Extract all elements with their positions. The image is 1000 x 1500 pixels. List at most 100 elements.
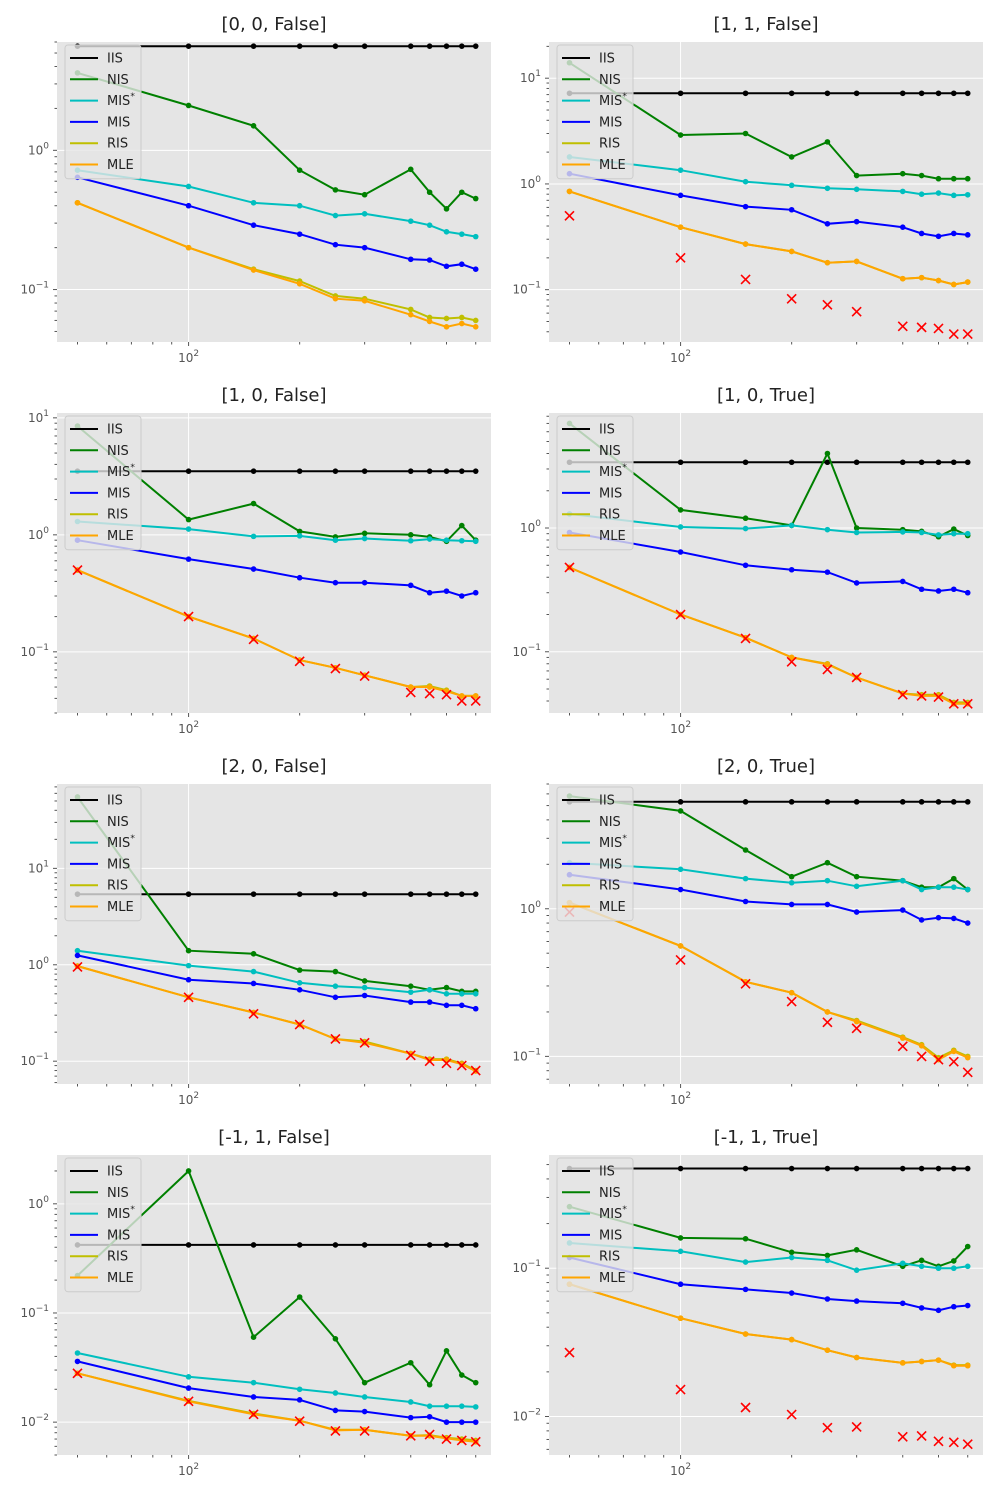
data-point <box>472 468 479 474</box>
reference-x-marker <box>456 1060 467 1071</box>
data-point <box>964 1243 971 1250</box>
data-point <box>185 102 192 109</box>
reference-x-marker <box>564 210 575 221</box>
data-point <box>472 324 479 330</box>
data-point <box>250 500 257 507</box>
data-point <box>742 515 749 522</box>
data-point <box>332 994 339 1001</box>
legend-label: NIS <box>599 73 621 88</box>
data-point <box>853 1354 860 1361</box>
data-point <box>361 530 368 537</box>
data-point <box>935 884 942 890</box>
tick-label: 100 <box>28 1195 49 1211</box>
data-point <box>407 43 414 49</box>
data-point <box>296 231 303 237</box>
data-point <box>361 992 368 999</box>
data-point <box>458 991 465 997</box>
data-point <box>742 203 749 210</box>
legend-label: MLE <box>599 529 626 544</box>
data-point <box>332 579 339 586</box>
data-point <box>296 891 303 897</box>
data-point <box>742 459 749 466</box>
reference-x-marker <box>441 689 452 700</box>
data-point <box>918 1358 925 1365</box>
data-point <box>918 1042 925 1049</box>
data-point <box>964 1165 971 1172</box>
data-point <box>426 987 433 993</box>
data-point <box>788 901 795 908</box>
reference-x-marker <box>675 252 686 263</box>
data-point <box>361 891 368 897</box>
data-point <box>472 1005 479 1012</box>
reference-x-marker <box>330 1033 341 1045</box>
data-point <box>407 582 414 589</box>
data-point <box>788 799 795 805</box>
data-point <box>899 578 906 585</box>
reference-x-marker <box>248 1409 259 1420</box>
legend-label: RIS <box>107 137 128 152</box>
data-point <box>332 212 339 219</box>
data-point <box>935 233 942 240</box>
legend-label: RIS <box>599 508 620 523</box>
reference-x-marker <box>564 562 575 573</box>
legend-label: RIS <box>107 508 128 523</box>
data-point <box>824 1252 831 1259</box>
data-point <box>426 1057 433 1063</box>
data-point <box>935 90 942 97</box>
data-point <box>472 1242 479 1248</box>
reference-x-marker <box>897 1041 908 1052</box>
data-point <box>74 1350 81 1356</box>
data-point <box>250 43 257 49</box>
data-point <box>458 1242 465 1248</box>
legend-label: NIS <box>107 1186 129 1201</box>
subplot-panel: 10−1 100 101 102 [1, 0, False] IIS NIS MIS* MIS R… <box>20 385 491 736</box>
data-point <box>407 537 414 544</box>
data-point <box>185 516 192 523</box>
data-point <box>918 1305 925 1311</box>
data-point <box>788 566 795 573</box>
legend: IIS NIS MIS* MIS RIS MLE <box>556 1157 634 1293</box>
data-point <box>964 279 971 285</box>
data-point <box>677 1315 684 1322</box>
data-point <box>788 654 795 661</box>
data-point <box>853 1298 860 1304</box>
data-point <box>443 324 450 330</box>
data-point <box>361 191 368 198</box>
reference-x-marker <box>441 1433 452 1445</box>
data-point <box>742 90 749 97</box>
reference-x-marker <box>916 1430 927 1441</box>
data-point <box>458 522 465 529</box>
data-point <box>788 1336 795 1343</box>
data-point <box>935 1165 942 1172</box>
data-point <box>950 175 957 182</box>
data-point <box>250 1242 257 1248</box>
tick-label: 102 <box>670 1462 691 1478</box>
reference-x-marker <box>786 1409 797 1420</box>
legend-label: MIS* <box>599 92 627 109</box>
data-point <box>250 1334 257 1340</box>
legend: IIS NIS MIS* MIS RIS MLE <box>556 44 634 180</box>
reference-x-marker <box>916 322 927 333</box>
data-point <box>899 690 906 697</box>
data-point <box>918 274 925 281</box>
data-point <box>296 657 303 663</box>
data-point <box>899 799 906 805</box>
reference-x-marker <box>470 1436 481 1447</box>
data-point <box>950 1265 957 1272</box>
data-point <box>742 1259 749 1265</box>
data-point <box>443 1242 450 1248</box>
data-point <box>407 1414 414 1421</box>
data-point <box>332 295 339 302</box>
data-point <box>950 1258 957 1264</box>
data-point <box>853 172 860 179</box>
data-point <box>458 43 465 49</box>
data-point <box>742 130 749 137</box>
data-point <box>853 883 860 890</box>
data-point <box>788 1290 795 1296</box>
legend-label: IIS <box>107 423 123 438</box>
data-point <box>426 684 433 690</box>
data-point <box>426 589 433 596</box>
reference-x-marker <box>948 1437 959 1448</box>
data-point <box>458 468 465 474</box>
data-point <box>472 266 479 273</box>
